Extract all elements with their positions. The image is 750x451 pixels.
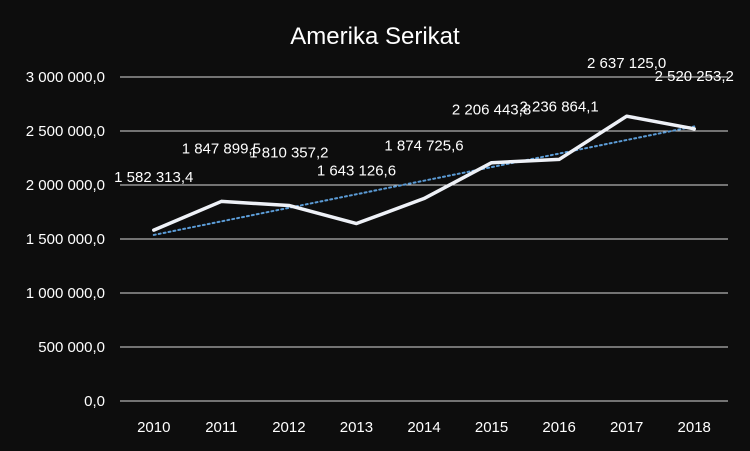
chart-title: Amerika Serikat [290, 23, 460, 50]
y-tick-label: 2 500 000,0 [26, 123, 105, 140]
y-tick-label: 500 000,0 [38, 339, 105, 356]
x-tick-label: 2017 [610, 419, 643, 436]
series-line [152, 114, 696, 232]
data-point [557, 157, 561, 161]
x-tick-label: 2013 [340, 419, 373, 436]
data-point [354, 222, 358, 226]
y-tick-label: 1 500 000,0 [26, 231, 105, 248]
data-point [625, 114, 629, 118]
x-tick-label: 2018 [678, 419, 711, 436]
data-point [490, 161, 494, 165]
data-label: 2 236 864,1 [519, 98, 598, 115]
x-tick-label: 2016 [542, 419, 575, 436]
x-axis-ticks: 2010 2011 2012 2013 2014 2015 2016 2017 2018 [137, 419, 711, 436]
x-tick-label: 2014 [407, 419, 440, 436]
grid [120, 76, 728, 402]
y-tick-label: 3 000 000,0 [26, 69, 105, 86]
data-label: 1 643 126,6 [317, 163, 396, 180]
data-label: 2 206 443,8 [452, 102, 531, 119]
data-label: 1 582 313,4 [114, 169, 193, 186]
data-labels: 1 582 313,4 1 847 899,51 810 357,2 1 643 1… [114, 55, 734, 186]
data-label: 1 847 899,5 [182, 140, 261, 157]
data-point [152, 228, 156, 232]
x-tick-label: 2012 [272, 419, 305, 436]
data-point [287, 203, 291, 207]
data-label: 2 520 253,2 [655, 68, 734, 85]
y-tick-label: 2 000 000,0 [26, 177, 105, 194]
trendline [152, 125, 696, 236]
x-tick-label: 2011 [205, 419, 237, 436]
y-axis-ticks: 0,0 500 000,0 1 000 000,0 1 500 000,0 2 000 … [26, 69, 105, 410]
data-point [692, 127, 696, 131]
data-label: 1 810 357,2 [249, 144, 328, 161]
data-label: 1 874 725,6 [384, 138, 463, 155]
x-tick-label: 2015 [475, 419, 508, 436]
series-group [152, 114, 696, 236]
data-point [219, 199, 223, 203]
data-label: 2 637 125,0 [587, 55, 666, 72]
data-point [422, 197, 426, 201]
x-tick-label: 2010 [137, 419, 170, 436]
y-tick-label: 1 000 000,0 [26, 285, 105, 302]
y-tick-label: 0,0 [84, 393, 105, 410]
